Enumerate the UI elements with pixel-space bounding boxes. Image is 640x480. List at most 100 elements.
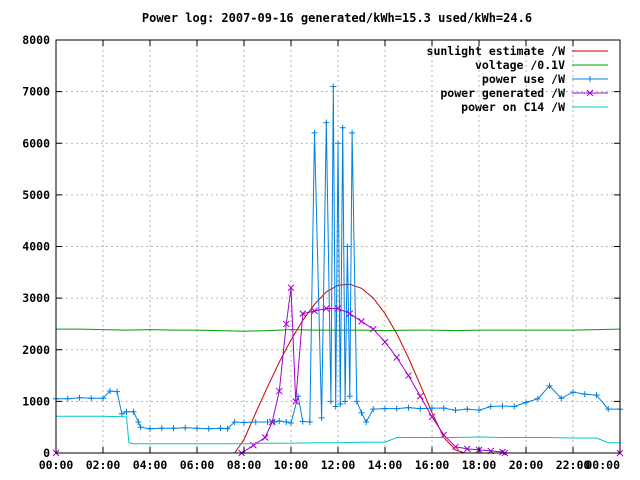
series-2-point-61 bbox=[534, 395, 541, 402]
series-3-point-9 bbox=[299, 310, 307, 317]
series-2-point-32 bbox=[318, 414, 325, 421]
x-tick-label-10: 20:00 bbox=[509, 458, 544, 472]
series-2-point-45 bbox=[358, 409, 365, 416]
series-line-4 bbox=[56, 415, 620, 445]
series-3-point-5 bbox=[275, 387, 283, 395]
series-2-point-51 bbox=[417, 405, 424, 412]
series-2-point-7 bbox=[118, 410, 125, 417]
series-2-point-30 bbox=[306, 419, 313, 426]
series-2-point-33 bbox=[323, 119, 330, 126]
series-2-point-49 bbox=[393, 405, 400, 412]
legend-label-0: sunlight estimate /W bbox=[427, 44, 566, 58]
series-line-0 bbox=[56, 283, 620, 454]
series-2-point-53 bbox=[440, 405, 447, 412]
x-tick-label-3: 06:00 bbox=[180, 458, 215, 472]
series-2-point-11 bbox=[137, 424, 144, 431]
series-2-point-18 bbox=[217, 425, 224, 432]
series-3-point-6 bbox=[282, 320, 290, 328]
series-2-point-12 bbox=[147, 425, 153, 432]
series-2-point-55 bbox=[464, 406, 471, 413]
series-2-point-3 bbox=[88, 395, 95, 402]
x-tick-label-6: 12:00 bbox=[321, 458, 356, 472]
series-3-point-10 bbox=[311, 307, 318, 315]
series-2-point-31 bbox=[311, 129, 318, 136]
series-1 bbox=[56, 328, 621, 332]
series-2-point-4 bbox=[100, 395, 106, 402]
y-tick-label-0: 0 bbox=[43, 446, 50, 460]
series-3-point-8 bbox=[292, 398, 300, 405]
series-line-2 bbox=[56, 86, 620, 430]
series-2-point-6 bbox=[114, 388, 121, 395]
legend-label-4: power on C14 /W bbox=[461, 100, 565, 114]
series-2-point-27 bbox=[288, 420, 294, 427]
series-2-point-1 bbox=[64, 395, 71, 402]
series-2-point-54 bbox=[452, 407, 459, 414]
axis-ticks: 0 1000 2000 3000 4000 5000 6000 7000 8000 00:00 02… bbox=[22, 33, 621, 472]
series-2-point-63 bbox=[558, 395, 565, 402]
series-2-point-67 bbox=[605, 406, 612, 413]
series-3-point-11 bbox=[322, 305, 330, 312]
series-3-point-17 bbox=[393, 354, 401, 361]
legend-marker-3 bbox=[586, 89, 594, 97]
series-2-point-19 bbox=[224, 425, 231, 432]
series-2-point-25 bbox=[276, 417, 283, 424]
series-2-point-15 bbox=[182, 424, 189, 431]
series-2-point-16 bbox=[194, 425, 200, 432]
series-2-point-56 bbox=[476, 407, 482, 414]
x-tick-label-0: 00:00 bbox=[39, 458, 74, 472]
y-tick-label-4: 4000 bbox=[22, 240, 50, 254]
x-tick-label-5: 10:00 bbox=[274, 458, 309, 472]
series-2-point-20 bbox=[231, 419, 238, 426]
legend-marker-2 bbox=[587, 76, 593, 82]
series-2-point-21 bbox=[241, 419, 247, 426]
series-3-point-15 bbox=[369, 325, 377, 333]
series-3-point-4 bbox=[268, 418, 276, 426]
y-tick-label-1: 1000 bbox=[22, 394, 50, 408]
series-line-1 bbox=[56, 328, 621, 332]
series-2-point-8 bbox=[123, 408, 130, 415]
series-2-point-22 bbox=[252, 419, 259, 426]
series-2-point-59 bbox=[511, 403, 518, 410]
legend-label-2: power use /W bbox=[482, 72, 565, 86]
series-2-point-23 bbox=[264, 419, 271, 426]
series-3-point-19 bbox=[416, 392, 424, 400]
y-tick-label-5: 5000 bbox=[22, 188, 50, 202]
series-2-point-5 bbox=[107, 388, 114, 395]
x-tick-label-4: 08:00 bbox=[227, 458, 262, 472]
series-3-point-23 bbox=[463, 445, 471, 453]
series-3-point-22 bbox=[452, 443, 459, 451]
series-2-point-44 bbox=[353, 398, 360, 405]
series-2-point-50 bbox=[405, 404, 412, 411]
series-2-point-35 bbox=[330, 83, 337, 90]
series-2-point-46 bbox=[363, 419, 370, 426]
series-2-point-64 bbox=[570, 389, 576, 396]
series-3-point-13 bbox=[346, 310, 354, 317]
series-2-point-48 bbox=[382, 405, 388, 412]
series-2-point-60 bbox=[523, 399, 529, 406]
series-2-point-17 bbox=[205, 425, 212, 432]
x-tick-label-2: 04:00 bbox=[133, 458, 168, 472]
y-tick-label-7: 7000 bbox=[22, 85, 50, 99]
series-3-point-3 bbox=[261, 434, 269, 441]
legend-label-3: power generated /W bbox=[440, 86, 565, 100]
series-2-point-40 bbox=[342, 398, 349, 405]
y-tick-label-6: 6000 bbox=[22, 136, 50, 150]
series-2-point-2 bbox=[76, 394, 83, 401]
series-0 bbox=[56, 283, 620, 454]
x-tick-label-11: 22:00 bbox=[556, 458, 591, 472]
series-2-point-43 bbox=[349, 129, 356, 136]
y-tick-label-2: 2000 bbox=[22, 343, 50, 357]
series-3-point-14 bbox=[358, 318, 365, 325]
series-2-point-36 bbox=[332, 403, 339, 410]
series-2 bbox=[53, 83, 623, 432]
y-tick-label-8: 8000 bbox=[22, 33, 50, 47]
series-2-point-62 bbox=[546, 382, 553, 389]
x-tick-label-1: 02:00 bbox=[86, 458, 121, 472]
series-2-point-65 bbox=[581, 391, 588, 398]
series-2-point-66 bbox=[593, 392, 600, 399]
series-2-point-26 bbox=[283, 419, 290, 426]
legend-label-1: voltage /0.1V bbox=[475, 58, 565, 72]
series-2-point-47 bbox=[370, 406, 377, 413]
